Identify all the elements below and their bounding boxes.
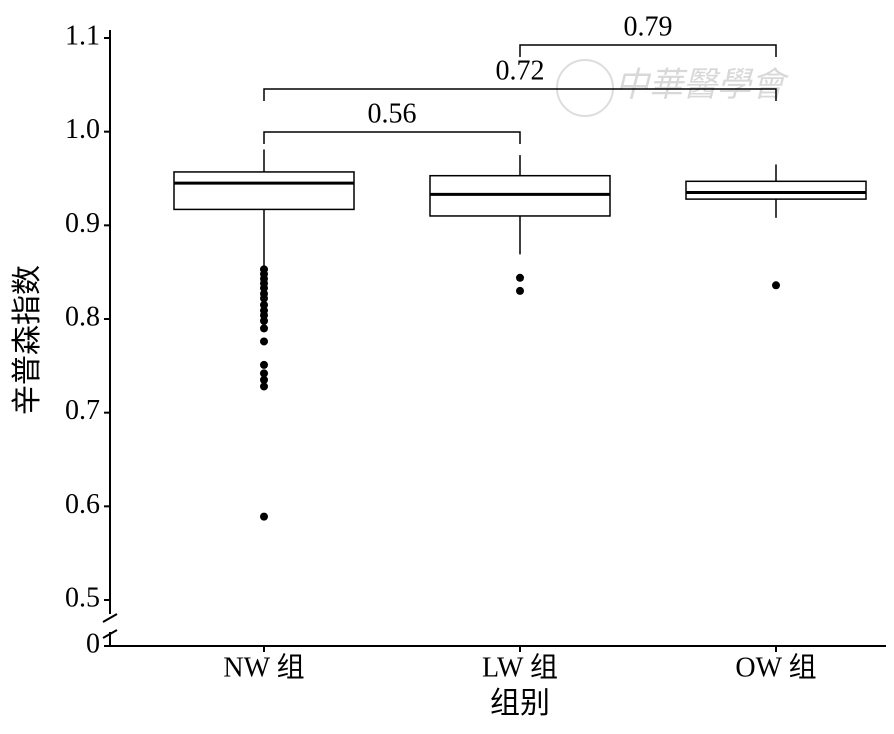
y-tick-label: 0.7 — [65, 395, 100, 426]
outlier — [260, 324, 268, 333]
outlier — [260, 360, 268, 369]
y-tick-label: 0.6 — [65, 489, 100, 520]
comparison-bracket — [263, 131, 521, 144]
y-tick-label: 0 — [86, 628, 100, 659]
watermark-seal — [556, 59, 614, 117]
comparison-label: 0.79 — [624, 11, 673, 42]
outlier — [516, 273, 524, 282]
outlier — [260, 311, 268, 320]
outlier — [260, 300, 268, 309]
outlier — [772, 281, 780, 290]
outlier — [516, 286, 524, 295]
y-tick-label: 1.0 — [65, 114, 100, 145]
y-tick-label: 0.8 — [65, 301, 100, 332]
y-tick-label: 0.9 — [65, 208, 100, 239]
x-tick-label: OW 组 — [735, 651, 816, 683]
comparison-bracket — [519, 44, 777, 57]
outlier — [260, 294, 268, 303]
outlier — [260, 382, 268, 391]
axis-break — [102, 613, 118, 639]
outlier — [260, 512, 268, 521]
x-tick-label: LW 组 — [482, 651, 558, 683]
x-tick-label: NW 组 — [223, 651, 304, 683]
comparison-label: 0.72 — [496, 55, 545, 86]
axes — [109, 30, 886, 647]
outlier — [260, 369, 268, 378]
y-axis-title: 辛普森指数 — [11, 265, 44, 415]
x-axis-title: 组别 — [490, 687, 550, 720]
outlier — [260, 337, 268, 346]
outlier — [260, 375, 268, 384]
outlier — [260, 284, 268, 293]
watermark: 中華醫學會 — [615, 67, 790, 104]
comparison-label: 0.56 — [368, 98, 417, 129]
box — [173, 171, 355, 211]
box — [685, 180, 867, 200]
y-tick-label: 1.1 — [65, 20, 100, 51]
y-tick-label: 0.5 — [65, 582, 100, 613]
comparison-bracket — [263, 88, 777, 101]
outlier — [260, 316, 268, 325]
